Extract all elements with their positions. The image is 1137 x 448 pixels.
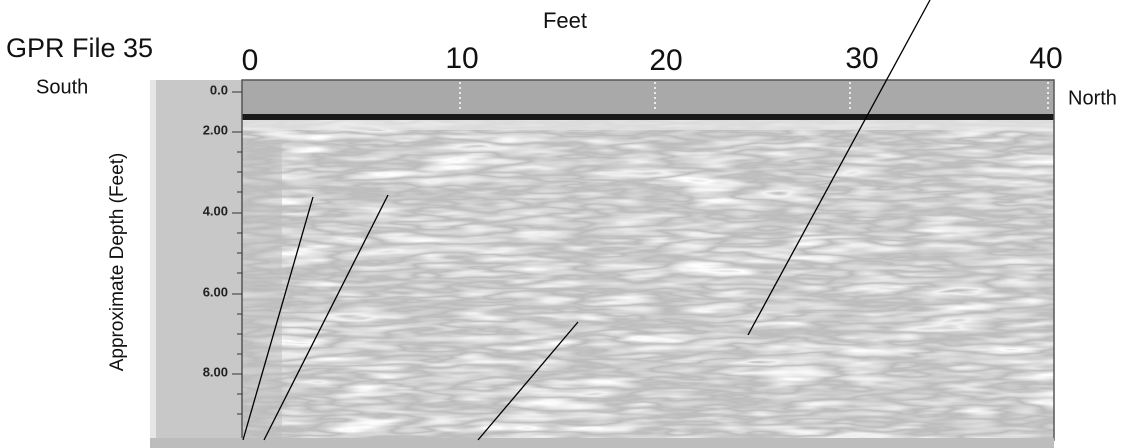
title: GPR File 35 xyxy=(6,33,153,63)
air-band xyxy=(242,80,1054,114)
x-tick-label: 30 xyxy=(845,42,878,75)
y-tick-label: 2.00 xyxy=(203,122,228,137)
scale-panel xyxy=(150,80,242,440)
y-tick-label: 6.00 xyxy=(203,284,228,299)
x-tick-label: 10 xyxy=(445,42,478,75)
surface-band xyxy=(242,120,1054,130)
panel-edge xyxy=(150,80,156,440)
x-tick-label: 0 xyxy=(242,44,259,77)
radargram xyxy=(242,120,1054,438)
x-axis-label: Feet xyxy=(543,8,587,33)
y-tick-label: 0.0 xyxy=(210,82,228,97)
y-tick-label: 4.00 xyxy=(203,203,228,218)
x-tick-label: 20 xyxy=(649,44,682,77)
bottom-bar xyxy=(150,438,1054,448)
right-label: North xyxy=(1068,87,1117,109)
y-tick-label: 8.00 xyxy=(203,364,228,379)
left-label: South xyxy=(36,76,88,98)
y-axis-label: Approximate Depth (Feet) xyxy=(107,153,128,372)
surface-reflection xyxy=(242,114,1054,120)
figure: GPR File 35 Feet 0 10 20 30 40 South Nor… xyxy=(0,0,1137,448)
dead-zone xyxy=(242,140,282,440)
x-tick-label: 40 xyxy=(1029,42,1062,75)
gpr-figure: GPR File 35 Feet 0 10 20 30 40 South Nor… xyxy=(0,0,1137,448)
